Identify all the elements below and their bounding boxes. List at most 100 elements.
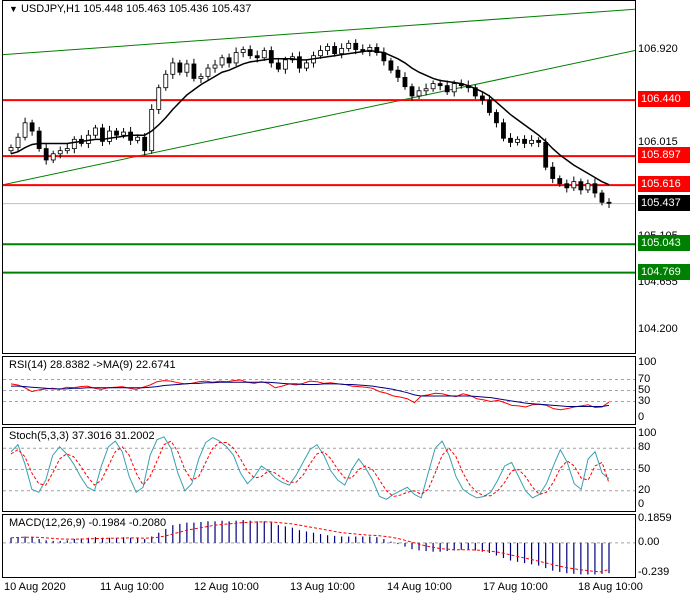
oscillator-tick-label: 30 <box>638 394 651 407</box>
candle-bear <box>402 76 408 88</box>
candle-bull <box>50 153 56 161</box>
candle-bull <box>121 131 126 136</box>
candle-bull <box>282 59 288 70</box>
candle-bear <box>557 178 563 185</box>
candle-bull <box>318 50 323 57</box>
candle-bull <box>416 90 422 97</box>
candle-bull <box>15 136 21 148</box>
candle-bull <box>8 147 14 152</box>
candle-bull <box>346 42 352 49</box>
candle-bear <box>508 137 513 143</box>
candle-bear <box>599 192 605 203</box>
oscillator-tick-label: 50 <box>638 462 651 475</box>
candle-bear <box>254 55 260 59</box>
rsi-panel[interactable]: RSI(14) 28.8382 ->MA(9) 22.6741 <box>2 356 636 425</box>
current-price-badge: 105.437 <box>638 194 690 211</box>
time-tick-label: 12 Aug 10:00 <box>194 581 259 593</box>
candle-bull <box>423 88 429 92</box>
candle-bear <box>501 122 506 139</box>
oscillator-series-1 <box>10 440 610 498</box>
candle-bull <box>212 64 218 69</box>
candle-bear <box>550 166 556 179</box>
candle-bull <box>205 67 211 77</box>
candle-bull <box>71 138 77 150</box>
candle-bull <box>22 122 28 138</box>
rsi-chart <box>3 379 635 411</box>
candle-bear <box>114 130 119 136</box>
time-tick-label: 11 Aug 10:00 <box>100 581 165 593</box>
level-badge: 104.769 <box>638 263 690 280</box>
candle-bear <box>100 127 105 142</box>
oscillator-tick-label: 50 <box>638 383 651 396</box>
candle-bull <box>430 83 436 90</box>
chart-title: ▼ USDJPY,H1 105.448 105.463 105.436 105.… <box>7 3 254 15</box>
stoch-title: Stoch(5,3,3) 37.3016 31.2002 <box>9 430 155 442</box>
moving-average-line <box>10 49 610 186</box>
oscillator-tick-label: 100 <box>638 356 657 368</box>
candle-bull <box>325 46 330 51</box>
price-panel[interactable]: ▼ USDJPY,H1 105.448 105.463 105.436 105.… <box>2 0 636 354</box>
candle-bull <box>198 75 204 79</box>
candle-bull <box>233 52 239 64</box>
candle-bull <box>64 148 70 152</box>
candle-bear <box>142 136 148 152</box>
candle-bull <box>529 139 535 144</box>
oscillator-tick-label: 80 <box>638 441 651 454</box>
level-badge: 105.897 <box>638 147 690 164</box>
time-tick-label: 17 Aug 10:00 <box>483 581 548 593</box>
candle-bear <box>409 86 415 97</box>
collapse-triangle-icon[interactable]: ▼ <box>9 4 18 14</box>
candle-bull <box>240 49 246 54</box>
candle-bear <box>564 183 570 189</box>
level-badge: 105.043 <box>638 235 690 252</box>
candle-bear <box>29 122 35 132</box>
stoch-panel[interactable]: Stoch(5,3,3) 37.3016 31.2002 <box>2 427 636 512</box>
candle-bear <box>578 181 584 191</box>
macd-panel[interactable]: MACD(12,26,9) -0.1984 -0.2080 <box>2 514 636 578</box>
candle-bull <box>93 127 98 136</box>
macd-tick-label: -0.239 <box>638 566 670 579</box>
time-tick-label: 14 Aug 10:00 <box>387 581 452 593</box>
candle-bull <box>367 47 373 52</box>
trend-channel-upper <box>3 8 635 56</box>
macd-chart <box>3 520 635 575</box>
candle-bear <box>226 57 232 64</box>
oscillator-tick-label: 20 <box>638 483 651 496</box>
oscillator-tick-label: 70 <box>638 372 651 385</box>
candle-bull <box>57 150 63 155</box>
candle-bull <box>304 62 309 69</box>
macd-tick-label: 0.00 <box>638 535 660 548</box>
candle-bull <box>219 57 225 66</box>
candle-bear <box>388 60 394 71</box>
candle-bull <box>163 73 169 89</box>
oscillator-tick-label: 0 <box>638 411 645 423</box>
price-tick-label: 106.920 <box>638 42 678 55</box>
macd-signal-line <box>10 521 610 573</box>
candle-bear <box>479 95 485 101</box>
candle-bear <box>536 139 542 143</box>
candle-bear <box>191 63 197 79</box>
macd-tick-label: 0.1859 <box>638 512 672 525</box>
candle-bear <box>437 83 443 87</box>
candle-bear <box>395 69 401 78</box>
candle-bear <box>332 46 338 55</box>
candle-bull <box>515 138 520 143</box>
candle-bear <box>177 62 183 73</box>
candle-bear <box>486 99 492 113</box>
macd-title: MACD(12,26,9) -0.1984 -0.2080 <box>9 517 167 529</box>
candle-bull <box>261 50 267 59</box>
candle-bull <box>451 83 457 93</box>
candle-bull <box>184 63 190 73</box>
level-badge: 105.616 <box>638 176 690 193</box>
candle-bull <box>571 181 577 189</box>
candle-bear <box>444 85 450 93</box>
candle-bear <box>43 148 49 161</box>
candle-bear <box>472 87 478 97</box>
trend-channel-lower <box>3 50 635 186</box>
oscillator-tick-label: 0 <box>638 498 645 510</box>
candle-bear <box>128 131 133 141</box>
oscillator-series-0 <box>10 436 610 500</box>
oscillator-series-1 <box>11 381 610 407</box>
candle-bear <box>268 50 274 64</box>
candle-bear <box>353 42 359 50</box>
